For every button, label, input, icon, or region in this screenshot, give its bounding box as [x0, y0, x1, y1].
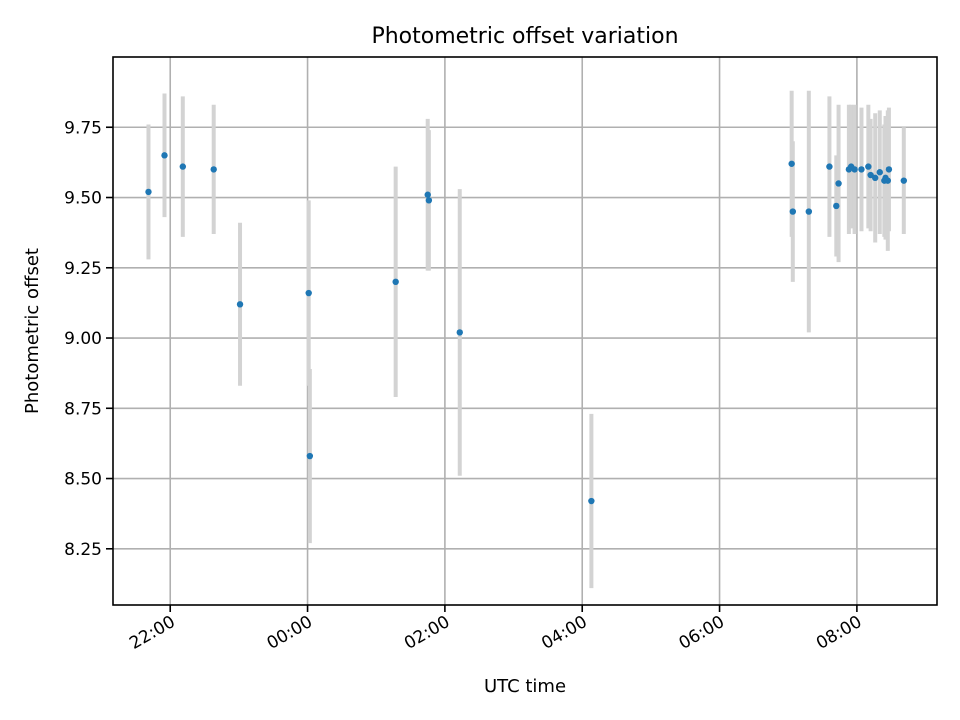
data-point	[885, 166, 893, 173]
y-axis-label: Photometric offset	[22, 248, 43, 414]
data-point	[900, 177, 908, 184]
data-point	[851, 166, 858, 173]
y-tick-label: 9.25	[64, 259, 102, 279]
data-point	[425, 197, 433, 204]
data-point	[456, 329, 463, 336]
x-tick-label: 06:00	[676, 612, 728, 654]
y-tick-label: 8.50	[64, 470, 102, 490]
x-tick-label: 00:00	[264, 612, 316, 654]
y-tick-label: 8.75	[64, 399, 102, 419]
y-tick-label: 9.75	[64, 118, 102, 138]
data-point	[833, 202, 840, 210]
x-tick-label: 02:00	[401, 612, 453, 654]
data-point	[424, 191, 431, 198]
data-point	[884, 177, 891, 184]
y-tick-label: 9.50	[64, 189, 102, 209]
data-point	[858, 166, 865, 173]
data-point	[305, 289, 312, 297]
x-axis-label: UTC time	[484, 676, 566, 697]
data-point	[835, 180, 842, 187]
data-point	[867, 171, 874, 179]
data-point	[210, 166, 217, 173]
data-point	[236, 301, 244, 308]
data-point	[306, 452, 314, 460]
data-point	[161, 152, 168, 159]
data-point	[805, 208, 813, 215]
grid-layer	[113, 57, 937, 605]
y-axis: 8.25 8.50 8.75 9.00 9.25 9.50 9.75	[64, 118, 113, 560]
data-point	[588, 497, 595, 505]
point-layer	[145, 152, 908, 505]
data-point	[865, 163, 872, 170]
y-tick-label: 9.00	[64, 329, 102, 349]
x-tick-label: 08:00	[813, 612, 865, 654]
y-tick-label: 8.25	[64, 540, 102, 560]
data-point	[876, 169, 883, 176]
data-point	[145, 188, 152, 196]
x-tick-label: 22:00	[126, 612, 178, 654]
data-point	[392, 278, 399, 286]
data-point	[788, 160, 795, 167]
x-axis: 22:00 00:00 02:00 04:00 06:00 08:00	[126, 605, 865, 654]
data-point	[789, 208, 796, 215]
x-tick-label: 04:00	[538, 612, 590, 654]
data-point	[826, 163, 833, 170]
chart-title: Photometric offset variation	[371, 24, 678, 49]
plot-frame	[112, 56, 938, 606]
data-point	[872, 174, 879, 182]
data-point	[179, 163, 187, 170]
